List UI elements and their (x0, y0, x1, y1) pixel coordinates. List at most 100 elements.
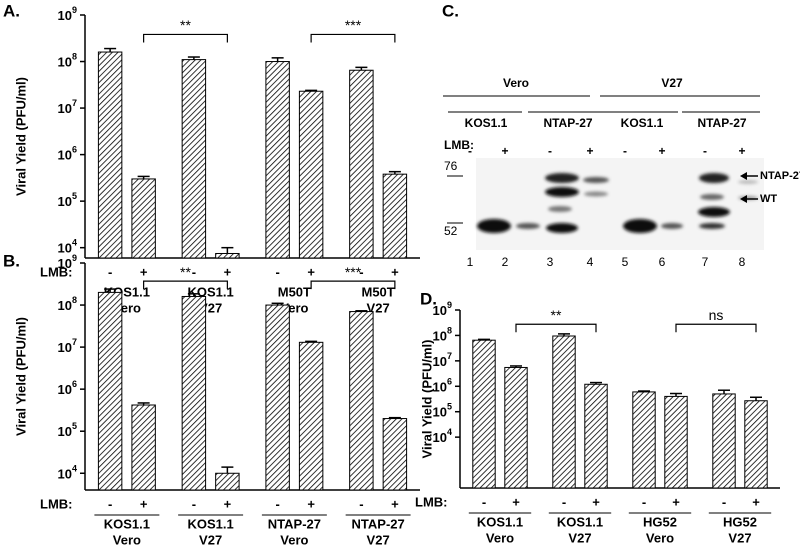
group-label: Vero (113, 532, 141, 547)
lane-number: 2 (502, 255, 509, 269)
lmb-label: LMB: (444, 138, 474, 152)
significance-bracket (675, 323, 757, 333)
lmb-sign: - (468, 144, 472, 158)
bar (552, 335, 576, 489)
x-tick-label: - (482, 494, 486, 509)
lmb-sign: - (703, 144, 707, 158)
y-tick-label: 108 (433, 326, 452, 344)
x-tick-label: - (275, 496, 279, 511)
bar (298, 341, 324, 491)
group-label: M50T (362, 284, 395, 299)
bar (632, 391, 656, 489)
lane-number: 1 (467, 255, 474, 269)
blot-membrane (476, 158, 764, 250)
group-label: KOS1.1 (188, 284, 234, 299)
y-tick-label: 107 (58, 337, 77, 355)
band-label: NTAP-27 (760, 170, 800, 182)
significance-label: *** (345, 264, 362, 280)
lmb-sign: + (586, 144, 593, 158)
band-arrow-head (740, 195, 747, 203)
lmb-sign: - (623, 144, 627, 158)
x-tick-label: + (307, 264, 315, 279)
y-tick-label: 105 (58, 192, 77, 210)
virus-label: KOS1.1 (465, 116, 508, 130)
group-label: Vero (280, 532, 308, 547)
bar (131, 178, 156, 259)
group-label: KOS1.1 (557, 514, 603, 529)
lmb-sign: + (658, 144, 665, 158)
cell-line: V27 (661, 76, 683, 90)
x-tick-label: + (512, 494, 520, 509)
y-axis-title: Viral Yield (PFU/ml) (13, 77, 28, 196)
x-tick-label: - (108, 264, 112, 279)
group-label: NTAP-27 (352, 516, 405, 531)
x-tick-label: - (562, 494, 566, 509)
virus-label: NTAP-27 (697, 116, 746, 130)
bar (712, 393, 736, 489)
group-label: V27 (367, 532, 390, 547)
group-label: V27 (568, 530, 591, 545)
y-tick-label: 106 (433, 377, 452, 395)
y-tick-label: 109 (433, 300, 452, 318)
lmb-sign: - (548, 144, 552, 158)
x-tick-label: - (359, 264, 363, 279)
x-tick-label: + (140, 496, 148, 511)
group-label: NTAP-27 (268, 516, 321, 531)
lmb-sign: + (501, 144, 508, 158)
y-tick-label: 107 (58, 98, 77, 116)
x-tick-label: + (752, 494, 760, 509)
bar (349, 311, 374, 491)
significance-label: ns (709, 307, 724, 323)
bar (298, 90, 324, 259)
significance-label: ** (551, 307, 562, 323)
y-axis-title: Viral Yield (PFU/ml) (419, 340, 434, 459)
virus-label: NTAP-27 (543, 116, 592, 130)
lane-number: 4 (587, 255, 594, 269)
lane-number: 3 (547, 255, 554, 269)
x-tick-label: - (275, 264, 279, 279)
significance-label: ** (180, 264, 191, 280)
lane-number: 8 (739, 255, 746, 269)
x-tick-label: + (391, 264, 399, 279)
bar (215, 252, 240, 259)
x-prefix-label: LMB: (415, 494, 448, 509)
x-tick-label: + (307, 496, 315, 511)
panel-label: A. (3, 1, 20, 20)
y-tick-label: 109 (58, 253, 77, 271)
y-tick-label: 107 (433, 351, 452, 369)
bar (181, 295, 207, 491)
bar (472, 339, 496, 489)
y-tick-label: 108 (58, 295, 77, 313)
significance-bracket (310, 280, 396, 290)
y-tick-label: 105 (58, 422, 77, 440)
group-label: Vero (486, 530, 514, 545)
significance-bracket (143, 33, 228, 43)
cell-line: Vero (503, 76, 529, 90)
x-tick-label: + (140, 264, 148, 279)
x-tick-label: - (108, 496, 112, 511)
group-label: Vero (646, 530, 674, 545)
group-label: KOS1.1 (104, 516, 150, 531)
bar (181, 59, 207, 259)
bar (265, 61, 290, 259)
y-axis-title: Viral Yield (PFU/ml) (13, 317, 28, 436)
band-arrow-head (740, 172, 747, 180)
marker-label: 76 (444, 159, 458, 173)
significance-label: *** (345, 17, 362, 33)
panel-label: D. (420, 289, 437, 308)
x-tick-label: + (224, 496, 232, 511)
bar (131, 404, 156, 491)
lmb-sign: + (738, 144, 745, 158)
panel-label: B. (3, 251, 20, 270)
group-label: V27 (199, 532, 222, 547)
bar (382, 173, 408, 259)
group-label: M50T (278, 284, 311, 299)
y-tick-label: 109 (58, 5, 77, 23)
virus-label: KOS1.1 (621, 116, 664, 130)
y-tick-label: 106 (58, 380, 77, 398)
group-label: HG52 (723, 514, 757, 529)
band-label: WT (760, 193, 777, 205)
x-tick-label: + (672, 494, 680, 509)
x-tick-label: - (192, 264, 196, 279)
